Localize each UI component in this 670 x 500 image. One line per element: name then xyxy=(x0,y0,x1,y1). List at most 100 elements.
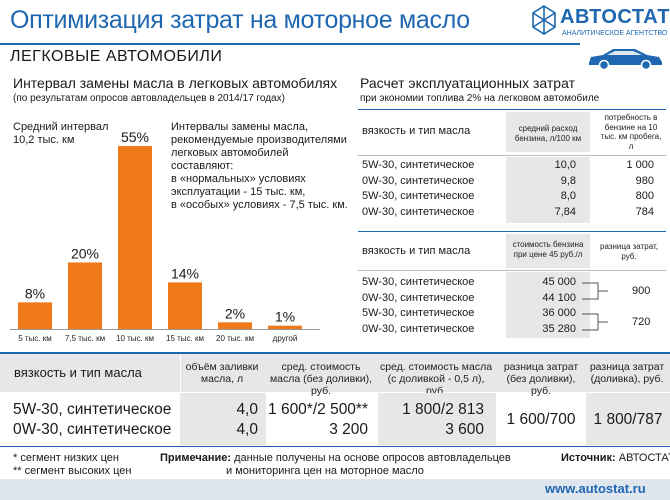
source-value: АВТОСТАТ xyxy=(618,452,670,464)
oil-cost: 1 600*/2 500** xyxy=(268,401,368,418)
t1-col2-header: потребность в бензине на 10 тыс. км проб… xyxy=(600,113,662,151)
oil-type: 0W-30, синтетическое xyxy=(13,421,172,438)
oil-type: 0W-30, синтетическое xyxy=(362,291,475,304)
t2-col1-header: стоимость бензина при цене 45 руб./л xyxy=(506,234,590,268)
bottom-col1-shade xyxy=(180,393,266,445)
bottom-col2-header: сред. стоимость масла (без доливки), руб… xyxy=(269,361,373,397)
divider xyxy=(0,352,670,354)
diff-value: 900 xyxy=(632,285,651,297)
bar-5 xyxy=(268,325,302,329)
bar-category-label: 10 тыс. км xyxy=(116,334,154,343)
note-line: легковых автомобилей xyxy=(171,147,289,159)
table-row: 0W-30, синтетическое 44 100 xyxy=(358,292,666,308)
diff-topup: 1 800/787 xyxy=(593,411,663,428)
diff-no-topup: 1 600/700 xyxy=(506,411,576,428)
bar-3 xyxy=(168,282,202,329)
bar-value-label: 8% xyxy=(25,285,45,301)
oil-type: 5W-30, синтетическое xyxy=(362,190,475,202)
bar-value-label: 14% xyxy=(171,265,199,281)
t1-col0-header: вязкость и тип масла xyxy=(362,125,471,137)
page-title: Оптимизация затрат на моторное масло xyxy=(10,6,470,34)
note-line: составляют: xyxy=(171,160,234,172)
table-row: 5W-30, синтетическое 10,0 1 000 xyxy=(358,159,666,175)
divider xyxy=(0,446,670,447)
interval-bar-chart: 8% 5 тыс. км 20% 7,5 тыс. км 55% 10 тыс. км 14… xyxy=(10,129,320,343)
t2-header: вязкость и тип масла стоимость бензина п… xyxy=(358,231,666,269)
t1-col1-shade xyxy=(506,157,590,223)
fuel-cost: 36 000 xyxy=(542,307,576,319)
oil-type: 5W-30, синтетическое xyxy=(362,276,475,288)
bar-category-label: 5 тыс. км xyxy=(18,334,52,343)
bottom-col3-header: сред. стоимость масла (с доливкой - 0,5 … xyxy=(379,361,493,397)
note-label: Примечание: xyxy=(160,452,232,464)
note-block: Интервалы замены масла, рекомендуемые пр… xyxy=(171,121,348,212)
t2-col2-header: разница затрат, руб. xyxy=(600,242,658,261)
bar-value-label: 20% xyxy=(71,245,99,261)
logo-brand: АВТОСТАТ xyxy=(560,6,670,28)
footnote-low: * сегмент низких цен xyxy=(13,452,119,464)
oil-cost: 3 200 xyxy=(329,421,368,438)
bar-value-label: 55% xyxy=(121,129,149,145)
fuel-need: 784 xyxy=(635,205,654,218)
fuel-need: 1 000 xyxy=(626,159,654,171)
left-subtitle: (по результатам опросов автовладельцев в… xyxy=(13,93,285,104)
divider xyxy=(358,270,666,271)
logo-subtitle: АНАЛИТИЧЕСКОЕ АГЕНТСТВО xyxy=(562,30,668,37)
table-row: 0W-30, синтетическое 7,84 784 xyxy=(358,206,666,222)
oil-type: 0W-30, синтетическое xyxy=(362,322,475,335)
note-line: и мониторинга цен на моторное масло xyxy=(226,465,424,477)
note-line: эксплуатации - 15 тыс. км, xyxy=(171,186,306,198)
bottom-col0-header: вязкость и тип масла xyxy=(14,365,142,380)
t1-body: 5W-30, синтетическое 10,0 1 000 0W-30, с… xyxy=(358,159,666,221)
table-row: 0W-30, синтетическое 35 280 xyxy=(358,323,666,339)
bar-value-label: 1% xyxy=(275,309,295,325)
bar-value-label: 2% xyxy=(225,305,245,321)
t1-col1-header: средний расход бензина, л/100 км xyxy=(506,112,590,152)
url-bar xyxy=(0,479,670,500)
footnote-high: ** сегмент высоких цен xyxy=(13,465,132,477)
t2-col0-header: вязкость и тип масла xyxy=(362,245,471,257)
diff-brackets xyxy=(582,282,608,331)
oil-type: 0W-30, синтетическое xyxy=(362,174,475,187)
avg-interval-label: Средний интервал xyxy=(13,121,109,133)
fuel-need: 800 xyxy=(635,190,654,202)
table-row: 5W-30, синтетическое 8,0 800 xyxy=(358,190,666,206)
bottom-col1-header: объём заливки масла, л xyxy=(185,361,259,385)
table-row: 5W-30, синтетическое 45 000 xyxy=(358,276,666,292)
oil-volume: 4,0 xyxy=(236,421,258,438)
source: Источник: АВТОСТАТ xyxy=(561,452,670,465)
bar-2 xyxy=(118,146,152,329)
bottom-header: вязкость и тип масла объём заливки масла… xyxy=(0,354,670,397)
table-row: 0W-30, синтетическое 9,8 980 xyxy=(358,175,666,191)
table-row: 5W-30, синтетическое 36 000 xyxy=(358,307,666,323)
logo-mark-icon xyxy=(532,5,556,35)
fuel-rate: 8,0 xyxy=(560,190,576,202)
fuel-cost: 35 280 xyxy=(542,322,576,335)
t2-col1-shade xyxy=(506,272,590,338)
oil-cost-topup: 1 800/2 813 xyxy=(402,401,484,418)
oil-type: 5W-30, синтетическое xyxy=(362,159,475,171)
bar-0 xyxy=(18,302,52,329)
note-line: рекомендуемые производителями xyxy=(171,134,347,146)
site-link[interactable]: www.autostat.ru xyxy=(545,481,646,496)
fuel-cost: 45 000 xyxy=(542,276,576,288)
bar-1 xyxy=(68,262,102,329)
t2-body: 5W-30, синтетическое 45 000 0W-30, синте… xyxy=(358,276,666,338)
bottom-col4-header: разница затрат (без доливки), руб. xyxy=(503,361,579,397)
bar-category-label: 7,5 тыс. км xyxy=(65,334,105,343)
note-text: Примечание: данные получены на основе оп… xyxy=(160,452,511,465)
bar-category-label: 20 тыс. км xyxy=(216,334,254,343)
fuel-need: 980 xyxy=(635,174,654,187)
divider xyxy=(358,155,666,156)
bottom-col5-shade xyxy=(586,393,670,445)
car-icon xyxy=(589,49,662,70)
oil-cost-topup: 3 600 xyxy=(445,421,484,438)
bar-category-label: 15 тыс. км xyxy=(166,334,204,343)
fuel-cost: 44 100 xyxy=(542,291,576,304)
bottom-col5-header: разница затрат (доливка), руб. xyxy=(589,361,665,385)
diff-value: 720 xyxy=(632,316,651,328)
left-title: Интервал замены масла в легковых автомоб… xyxy=(13,75,338,91)
fuel-rate: 10,0 xyxy=(554,159,576,171)
section-title: ЛЕГКОВЫЕ АВТОМОБИЛИ xyxy=(10,48,223,65)
oil-volume: 4,0 xyxy=(236,401,258,418)
